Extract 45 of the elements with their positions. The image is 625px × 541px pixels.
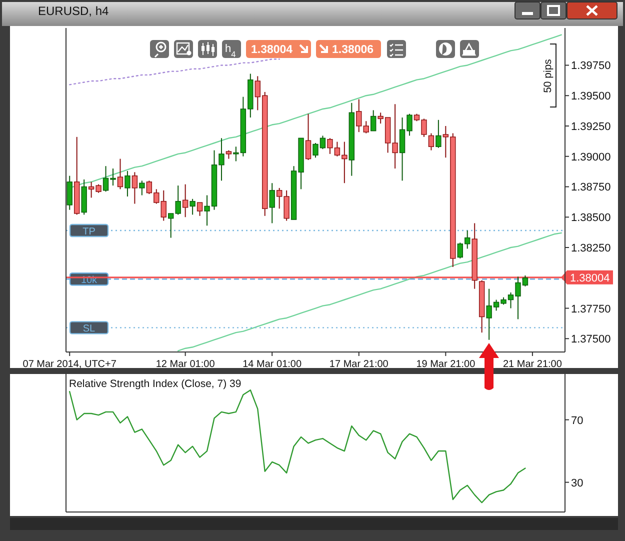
- y-tick-label: 1.38500: [571, 212, 611, 224]
- ref-line-label: 1.38004: [570, 272, 610, 284]
- annotation: h$_{4}$: [225, 43, 236, 58]
- candlestick: [356, 98, 362, 133]
- candlestick: [363, 120, 369, 134]
- ref-line-label: SL: [82, 324, 96, 335]
- candlestick: [436, 119, 442, 148]
- candlestick: [370, 110, 376, 132]
- candlestick: [124, 170, 130, 197]
- candlestick: [160, 190, 166, 222]
- annotation: 50 pips: [542, 59, 554, 93]
- ref-line-label: TP: [82, 226, 96, 238]
- candlestick: [190, 198, 196, 216]
- y-tick-label: 70: [571, 414, 584, 427]
- y-tick-label: 1.39750: [571, 60, 611, 72]
- y-tick-label: 1.38750: [571, 182, 611, 194]
- x-tick-label: 12 Mar 01:00: [156, 359, 216, 370]
- x-tick-label: 14 Mar 01:00: [242, 359, 302, 370]
- x-tick-label: 17 Mar 21:00: [329, 359, 389, 370]
- chart-title: Relative Strength Index (Close, 7) 39: [69, 378, 242, 390]
- chart-title: EURUSD, h4: [38, 4, 110, 18]
- annotation: 1.38006: [332, 44, 374, 56]
- candlestick: [117, 158, 124, 190]
- y-tick-label: 30: [571, 477, 584, 490]
- line-series: [69, 58, 280, 86]
- y-tick-label: 1.37500: [571, 334, 611, 346]
- candlestick: [139, 180, 145, 196]
- candlestick: [132, 172, 138, 204]
- candlestick: [182, 184, 188, 218]
- y-tick-label: 1.37750: [571, 303, 611, 316]
- annotation: 1.38004: [251, 44, 294, 56]
- x-tick-label: 19 Mar 21:00: [416, 359, 476, 370]
- y-tick-label: 1.39250: [571, 120, 611, 133]
- x-tick-label: 07 Mar 2014, UTC+7: [22, 359, 117, 370]
- candlestick: [305, 113, 312, 161]
- candlestick: [428, 132, 434, 151]
- y-tick-label: 1.38250: [571, 242, 611, 254]
- x-tick-label: 21 Mar 21:00: [502, 359, 562, 370]
- line-series: [177, 232, 562, 352]
- y-tick-label: 1.39000: [571, 151, 611, 164]
- y-tick-label: 1.39500: [571, 90, 611, 103]
- candlestick: [66, 175, 72, 210]
- line-series: [69, 389, 526, 504]
- candlestick: [196, 202, 203, 216]
- candlestick: [269, 182, 275, 224]
